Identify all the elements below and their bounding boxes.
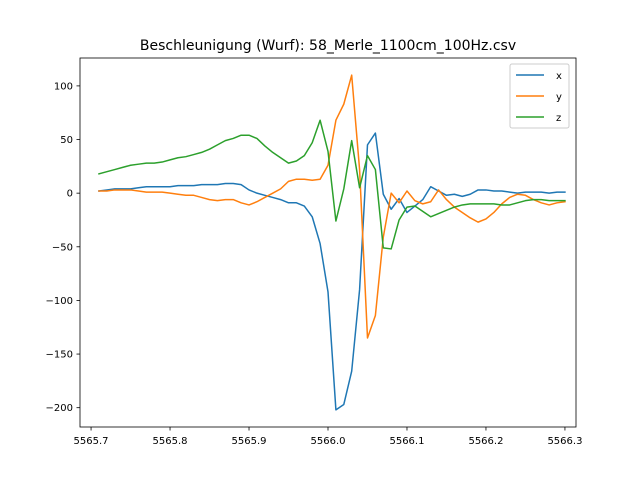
legend: xyz: [509, 63, 570, 129]
x-axis: 5565.7 5565.8 5565.9 5566.0 5566.1 5566.2 5566…: [74, 427, 582, 447]
x-tick-label: 5565.8: [153, 436, 188, 447]
x-tick-label: 5565.9: [232, 436, 267, 447]
y-tick-label: −50: [52, 242, 73, 253]
y-tick-label: −150: [46, 350, 73, 361]
x-tick-label: 5566.0: [311, 436, 346, 447]
chart-title: Beschleunigung (Wurf): 58_Merle_1100cm_1…: [140, 38, 516, 54]
y-tick-label: 50: [60, 135, 73, 146]
series-line-x: [98, 132, 566, 411]
y-axis: 100 50 0 −50 −100 −150 −200: [46, 81, 80, 414]
x-tick-label: 5566.2: [468, 436, 503, 447]
y-tick-label: 0: [67, 189, 73, 200]
legend-label-z: z: [556, 113, 561, 124]
x-tick-label: 5565.7: [74, 436, 109, 447]
plot-lines: [98, 74, 566, 411]
y-tick-label: 100: [54, 81, 73, 92]
legend-label-y: y: [556, 92, 562, 103]
series-line-z: [98, 119, 566, 250]
legend-label-x: x: [556, 71, 562, 82]
y-tick-label: −200: [46, 403, 73, 414]
series-line-y: [98, 74, 566, 339]
y-tick-label: −100: [46, 296, 73, 307]
x-tick-label: 5566.1: [389, 436, 424, 447]
x-tick-label: 5566.3: [547, 436, 582, 447]
